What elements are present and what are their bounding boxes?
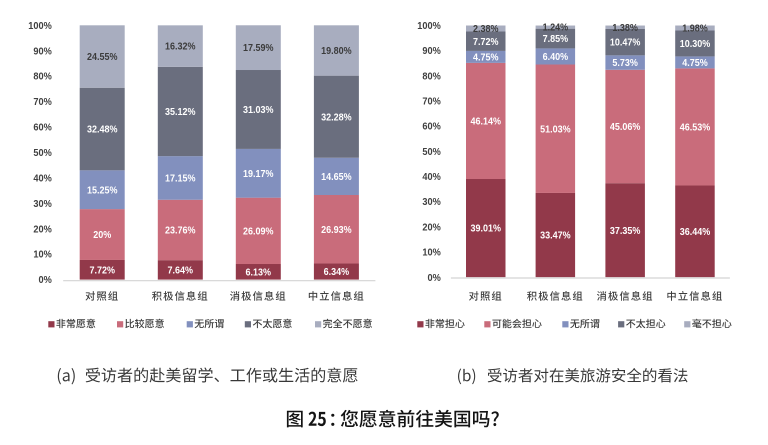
- svg-text:46.14%: 46.14%: [471, 116, 502, 127]
- svg-text:100%: 100%: [417, 21, 441, 32]
- svg-text:2.38%: 2.38%: [473, 24, 499, 35]
- svg-text:20%: 20%: [422, 222, 440, 233]
- svg-text:60%: 60%: [33, 123, 51, 134]
- svg-text:24.55%: 24.55%: [87, 52, 118, 63]
- svg-text:7.72%: 7.72%: [89, 265, 115, 276]
- svg-text:26.09%: 26.09%: [243, 226, 274, 237]
- svg-text:50%: 50%: [33, 148, 51, 159]
- svg-text:17.59%: 17.59%: [243, 43, 274, 54]
- svg-text:7.64%: 7.64%: [168, 265, 194, 276]
- svg-text:20%: 20%: [33, 224, 51, 235]
- svg-text:40%: 40%: [422, 172, 440, 183]
- svg-text:10%: 10%: [422, 248, 440, 259]
- svg-text:45.06%: 45.06%: [610, 122, 641, 133]
- svg-text:10%: 10%: [33, 250, 51, 261]
- svg-text:7.85%: 7.85%: [543, 34, 569, 45]
- svg-text:17.15%: 17.15%: [165, 173, 196, 184]
- svg-text:5.73%: 5.73%: [612, 58, 638, 69]
- svg-text:37.35%: 37.35%: [610, 226, 641, 237]
- svg-text:39.01%: 39.01%: [471, 224, 502, 235]
- svg-text:30%: 30%: [422, 197, 440, 208]
- svg-text:80%: 80%: [422, 71, 440, 82]
- svg-text:10.30%: 10.30%: [680, 39, 711, 50]
- svg-text:70%: 70%: [33, 97, 51, 108]
- svg-text:4.75%: 4.75%: [473, 52, 499, 63]
- svg-text:40%: 40%: [33, 173, 51, 184]
- svg-text:4.75%: 4.75%: [682, 58, 708, 69]
- svg-text:90%: 90%: [422, 46, 440, 57]
- svg-text:100%: 100%: [28, 21, 52, 32]
- svg-text:6.34%: 6.34%: [324, 267, 350, 278]
- svg-text:19.80%: 19.80%: [321, 46, 352, 57]
- svg-text:23.76%: 23.76%: [165, 226, 196, 237]
- svg-text:60%: 60%: [422, 122, 440, 133]
- svg-text:30%: 30%: [33, 199, 51, 210]
- svg-text:16.32%: 16.32%: [165, 42, 196, 53]
- svg-text:0%: 0%: [39, 275, 52, 286]
- svg-text:26.93%: 26.93%: [321, 225, 352, 236]
- svg-text:80%: 80%: [33, 72, 51, 83]
- svg-text:15.25%: 15.25%: [87, 185, 118, 196]
- svg-text:10.47%: 10.47%: [610, 38, 641, 49]
- svg-text:14.65%: 14.65%: [321, 172, 352, 183]
- svg-text:1.38%: 1.38%: [612, 23, 638, 34]
- svg-text:0%: 0%: [428, 273, 441, 284]
- svg-text:19.17%: 19.17%: [243, 169, 274, 180]
- svg-text:6.13%: 6.13%: [246, 267, 272, 278]
- svg-text:6.40%: 6.40%: [543, 52, 569, 63]
- svg-text:31.03%: 31.03%: [243, 105, 274, 116]
- svg-text:36.44%: 36.44%: [680, 227, 711, 238]
- svg-text:70%: 70%: [422, 97, 440, 108]
- svg-text:32.48%: 32.48%: [87, 125, 118, 136]
- svg-text:35.12%: 35.12%: [165, 107, 196, 118]
- svg-text:20%: 20%: [93, 230, 111, 241]
- svg-text:33.47%: 33.47%: [540, 231, 571, 242]
- svg-text:1.98%: 1.98%: [682, 24, 708, 35]
- svg-text:1.24%: 1.24%: [543, 23, 569, 34]
- svg-text:46.53%: 46.53%: [680, 122, 711, 133]
- svg-text:51.03%: 51.03%: [540, 124, 571, 135]
- svg-text:90%: 90%: [33, 46, 51, 57]
- svg-text:50%: 50%: [422, 147, 440, 158]
- svg-text:32.28%: 32.28%: [321, 112, 352, 123]
- svg-text:7.72%: 7.72%: [473, 37, 499, 48]
